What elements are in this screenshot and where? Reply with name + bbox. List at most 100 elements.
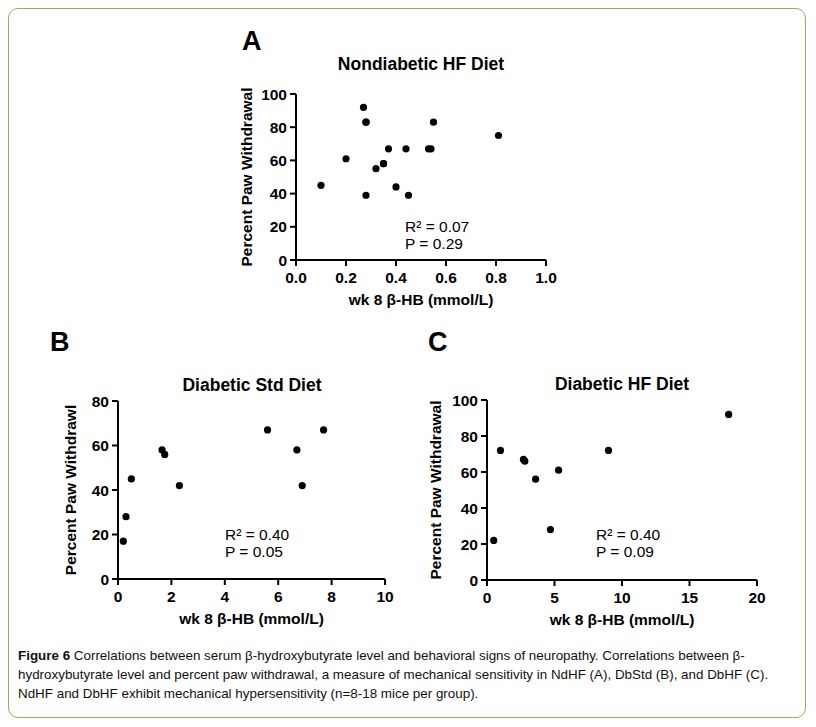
y-tick — [290, 93, 296, 95]
x-tick — [345, 260, 347, 266]
scatter-point — [372, 165, 379, 172]
y-axis-label: Percent Paw Withdrawal — [238, 87, 255, 266]
y-tick-label: 0 — [278, 252, 287, 269]
y-tick-label: 60 — [270, 152, 287, 169]
y-tick-label: 80 — [92, 393, 109, 410]
figure-caption: Figure 6 Correlations between serum β-hy… — [18, 646, 803, 703]
y-tick-label: 60 — [92, 437, 109, 454]
scatter-point — [495, 132, 502, 139]
annotation: R² = 0.40 — [225, 526, 290, 543]
x-tick — [117, 579, 119, 585]
x-axis-label: wk 8 β-HB (mmol/L) — [549, 611, 695, 628]
scatter-point — [362, 119, 369, 126]
x-tick-label: 5 — [550, 589, 559, 606]
y-tick-label: 60 — [461, 464, 478, 481]
x-tick — [554, 580, 556, 586]
x-tick-label: 0.4 — [385, 269, 407, 286]
scatter-point — [342, 155, 349, 162]
y-tick-label: 20 — [92, 526, 109, 543]
y-axis-line — [295, 94, 297, 260]
y-tick-label: 40 — [461, 500, 478, 517]
y-tick-label: 20 — [461, 536, 478, 553]
x-tick — [545, 260, 547, 266]
scatter-point — [555, 467, 562, 474]
y-tick — [481, 471, 487, 473]
y-axis-line — [486, 400, 488, 580]
panel-label: C — [428, 327, 448, 357]
y-tick-label: 20 — [270, 218, 287, 235]
y-tick-label: 40 — [92, 482, 109, 499]
y-axis-label: Percent Paw Withdrawal — [427, 400, 444, 579]
y-tick-label: 0 — [469, 572, 478, 589]
scatter-point — [128, 475, 135, 482]
x-tick-label: 0.8 — [485, 269, 507, 286]
scatter-point — [264, 426, 271, 433]
x-tick — [384, 579, 386, 585]
marks — [120, 426, 327, 544]
x-tick — [295, 260, 297, 266]
scatter-point — [497, 447, 504, 454]
x-tick — [395, 260, 397, 266]
scatter-point — [490, 537, 497, 544]
x-tick-label: 0.0 — [285, 269, 307, 286]
panel: CDiabetic HF Diet02040608010005101520wk … — [427, 327, 766, 628]
scatter-point — [320, 426, 327, 433]
page: {"chart_data": [ {"type": "scatter", "pa… — [0, 0, 816, 727]
scatter-point — [405, 192, 412, 199]
x-tick-label: 2 — [167, 588, 176, 605]
x-tick-label: 0.2 — [335, 269, 357, 286]
x-tick-label: 0 — [114, 588, 123, 605]
x-tick — [224, 579, 226, 585]
x-tick-label: 15 — [681, 589, 699, 606]
y-tick — [481, 399, 487, 401]
scatter-point — [176, 482, 183, 489]
x-tick — [621, 580, 623, 586]
x-tick — [756, 580, 758, 586]
x-tick-label: 1.0 — [535, 269, 557, 286]
y-tick — [481, 435, 487, 437]
scatter-point — [380, 160, 387, 167]
scatter-point — [120, 538, 127, 545]
x-tick — [277, 579, 279, 585]
x-tick — [170, 579, 172, 585]
chart-title: Diabetic HF Diet — [555, 374, 689, 394]
x-tick-label: 4 — [220, 588, 229, 605]
y-tick-label: 80 — [270, 119, 287, 136]
scatter-point — [385, 145, 392, 152]
scatter-point — [430, 119, 437, 126]
y-tick — [481, 543, 487, 545]
y-tick-label: 0 — [100, 571, 109, 588]
scatter-point — [380, 160, 387, 167]
x-tick-label: 10 — [613, 589, 630, 606]
panel: BDiabetic Std Diet0204060800246810wk 8 β… — [50, 327, 394, 627]
annotation: R² = 0.40 — [596, 526, 661, 543]
scatter-point — [293, 446, 300, 453]
x-axis-label: wk 8 β-HB (mmol/L) — [348, 291, 494, 308]
scatter-point — [402, 145, 409, 152]
y-tick-label: 100 — [452, 392, 478, 409]
scatter-point — [532, 476, 539, 483]
annotation: P = 0.09 — [596, 543, 654, 560]
x-tick-label: 20 — [748, 589, 765, 606]
scatter-point — [360, 104, 367, 111]
scatter-point — [122, 513, 129, 520]
y-tick-label: 40 — [270, 185, 287, 202]
x-tick-label: 8 — [327, 588, 336, 605]
x-tick — [486, 580, 488, 586]
scatter-point — [392, 183, 399, 190]
annotation: R² = 0.07 — [405, 218, 469, 235]
scatter-point — [362, 192, 369, 199]
figure-svg: ANondiabetic HF Diet0204060801000.00.20.… — [0, 0, 816, 727]
panel: ANondiabetic HF Diet0204060801000.00.20.… — [238, 26, 557, 308]
y-tick-label: 100 — [261, 86, 287, 103]
scatter-point — [427, 145, 434, 152]
scatter-point — [362, 119, 369, 126]
x-tick — [495, 260, 497, 266]
x-tick-label: 0.6 — [435, 269, 457, 286]
annotation: P = 0.05 — [225, 543, 283, 560]
chart-title: Nondiabetic HF Diet — [338, 54, 504, 74]
y-axis-label: Percent Paw Withdrawl — [62, 405, 79, 575]
scatter-point — [547, 526, 554, 533]
y-tick-label: 80 — [461, 428, 478, 445]
scatter-point — [725, 411, 732, 418]
